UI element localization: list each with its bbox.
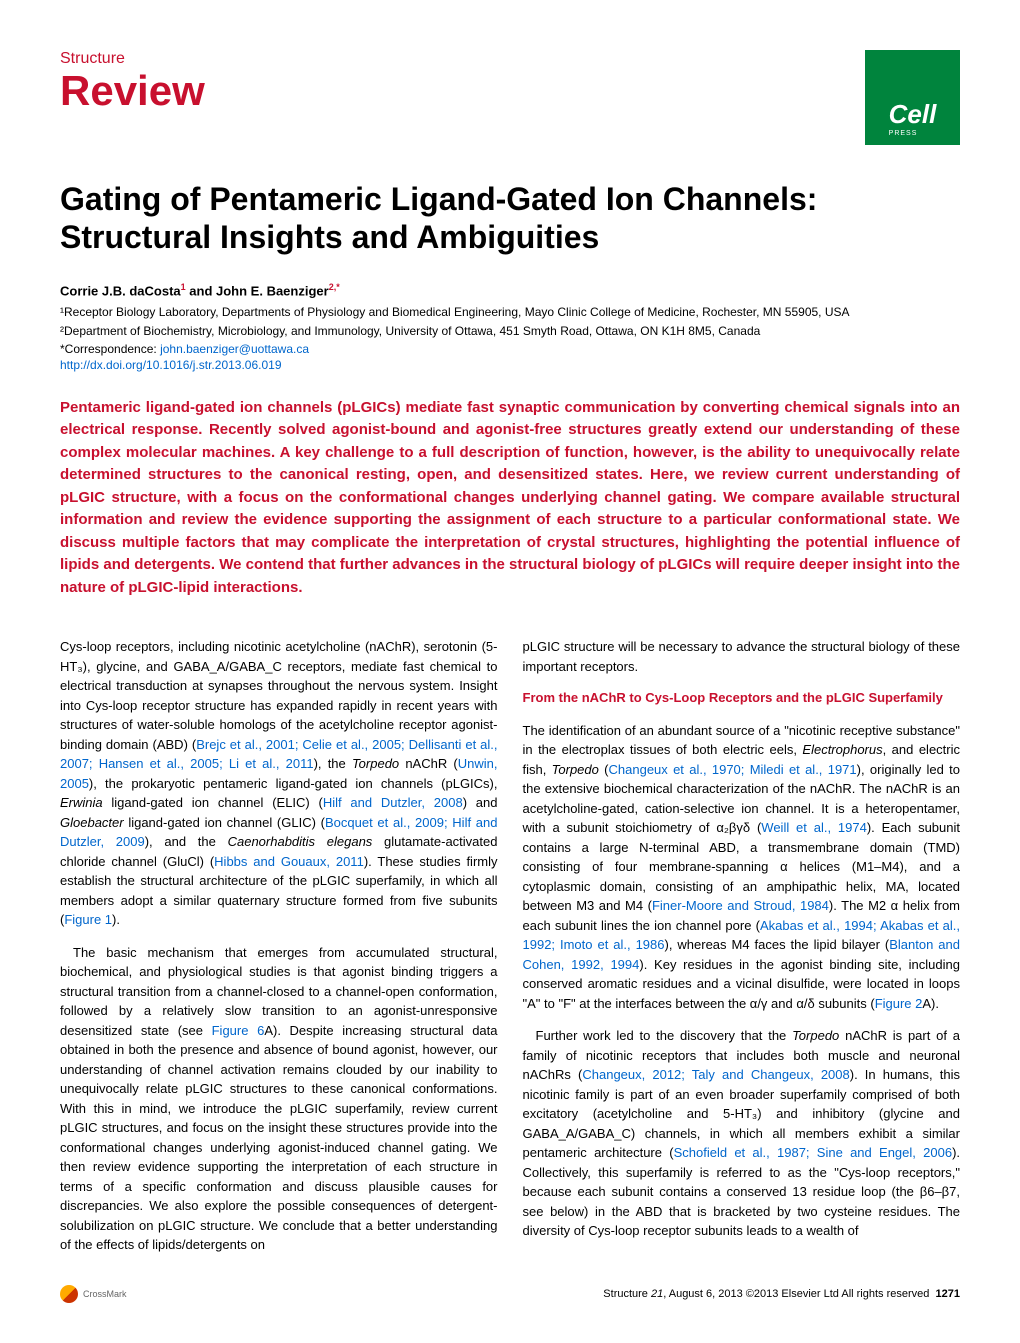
author-1: Corrie J.B. daCosta xyxy=(60,283,181,298)
logo-subtext: PRESS xyxy=(889,130,937,137)
correspondence-label: *Correspondence: xyxy=(60,342,160,356)
logo-text: Cell xyxy=(889,99,937,129)
crossmark-badge[interactable]: CrossMark xyxy=(60,1285,127,1303)
para-1: Cys-loop receptors, including nicotinic … xyxy=(60,637,498,930)
citation[interactable]: Hilf and Dutzler, 2008 xyxy=(323,795,463,810)
volume: 21 xyxy=(651,1288,663,1300)
crossmark-label: CrossMark xyxy=(83,1289,127,1299)
author-2-sup: 2,* xyxy=(329,282,340,292)
para-4: The identification of an abundant source… xyxy=(523,721,961,1014)
page-footer: CrossMark Structure 21, August 6, 2013 ©… xyxy=(60,1285,960,1303)
para-2: The basic mechanism that emerges from ac… xyxy=(60,943,498,1255)
header-left: Structure Review xyxy=(60,50,865,112)
article-title: Gating of Pentameric Ligand-Gated Ion Ch… xyxy=(60,180,960,257)
author-and: and John E. Baenziger xyxy=(186,283,329,298)
cell-press-logo: Cell PRESS xyxy=(865,50,960,145)
section-heading: From the nAChR to Cys-Loop Receptors and… xyxy=(523,688,961,708)
citation-line: Structure 21, August 6, 2013 ©2013 Elsev… xyxy=(603,1288,960,1300)
figure-ref[interactable]: Figure 1 xyxy=(64,912,112,927)
citation[interactable]: Schofield et al., 1987; Sine and Engel, … xyxy=(674,1145,952,1160)
para-5: Further work led to the discovery that t… xyxy=(523,1026,961,1241)
page-number: 1271 xyxy=(936,1288,960,1300)
citation[interactable]: Finer-Moore and Stroud, 1984 xyxy=(652,898,829,913)
body-columns: Cys-loop receptors, including nicotinic … xyxy=(60,624,960,1255)
author-list: Corrie J.B. daCosta1 and John E. Baenzig… xyxy=(60,282,960,298)
correspondence: *Correspondence: john.baenziger@uottawa.… xyxy=(60,342,960,356)
column-right: pLGIC structure will be necessary to adv… xyxy=(523,624,961,1255)
doi-link[interactable]: http://dx.doi.org/10.1016/j.str.2013.06.… xyxy=(60,358,960,372)
citation[interactable]: Changeux, 2012; Taly and Changeux, 2008 xyxy=(582,1067,849,1082)
para-3: pLGIC structure will be necessary to adv… xyxy=(523,637,961,676)
affiliation-2: ²Department of Biochemistry, Microbiolog… xyxy=(60,323,960,340)
figure-ref[interactable]: Figure 6 xyxy=(212,1023,265,1038)
journal-section: Structure xyxy=(60,50,865,68)
article-header: Structure Review Cell PRESS xyxy=(60,50,960,145)
affiliation-1: ¹Receptor Biology Laboratory, Department… xyxy=(60,304,960,321)
correspondence-email[interactable]: john.baenziger@uottawa.ca xyxy=(160,342,309,356)
pub-date: , August 6, 2013 ©2013 Elsevier Ltd All … xyxy=(663,1288,929,1300)
article-type: Review xyxy=(60,70,865,112)
crossmark-icon xyxy=(60,1285,78,1303)
abstract: Pentameric ligand-gated ion channels (pL… xyxy=(60,397,960,600)
citation[interactable]: Hibbs and Gouaux, 2011 xyxy=(214,854,364,869)
citation[interactable]: Changeux et al., 1970; Miledi et al., 19… xyxy=(609,762,857,777)
figure-ref[interactable]: Figure 2 xyxy=(875,996,923,1011)
column-left: Cys-loop receptors, including nicotinic … xyxy=(60,624,498,1255)
journal-name: Structure xyxy=(603,1288,651,1300)
citation[interactable]: Weill et al., 1974 xyxy=(761,820,867,835)
